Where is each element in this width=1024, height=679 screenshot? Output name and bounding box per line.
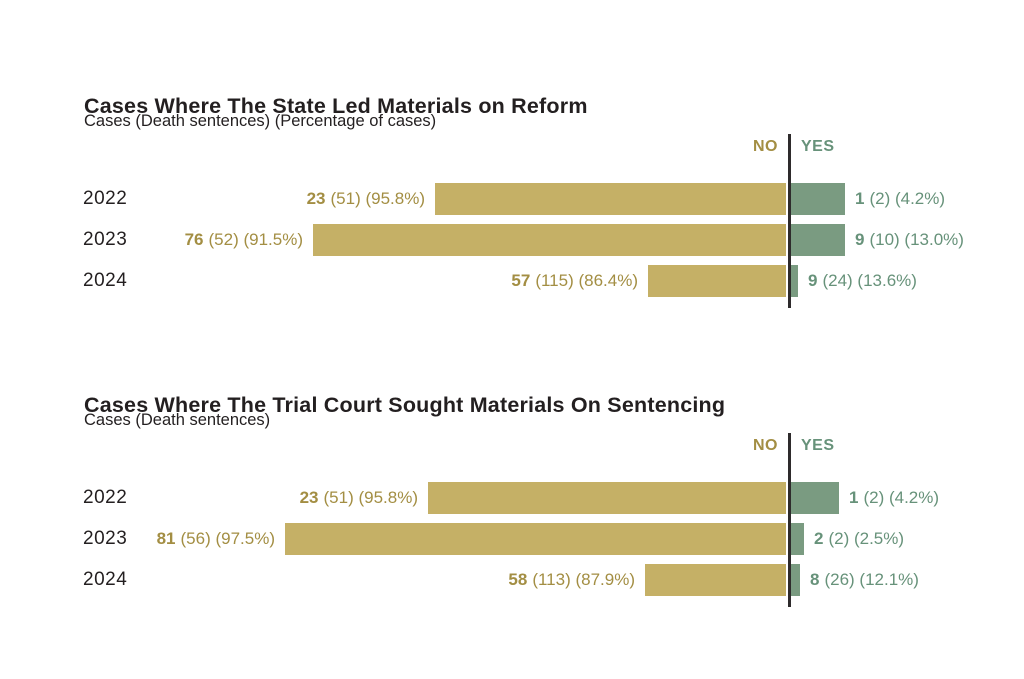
year-label: 2023 (83, 528, 128, 549)
yes-detail-value: (2) (4.2%) (869, 189, 946, 208)
year-label: 2024 (83, 270, 128, 291)
bar-rows: 2022 23 (51) (95.8%) 1 (2) (4.2%) 2023 (0, 482, 1024, 596)
no-cases-value: 23 (299, 488, 319, 507)
no-bar (313, 224, 786, 256)
no-side: 57 (115) (86.4%) (0, 265, 786, 297)
yes-bar (791, 183, 845, 215)
yes-detail-value: (2) (4.2%) (863, 488, 940, 507)
yes-side: 8 (26) (12.1%) (791, 564, 1024, 596)
no-detail-value: (115) (86.4%) (535, 271, 638, 290)
yes-legend-label: YES (801, 437, 835, 454)
bar-rows: 2022 23 (51) (95.8%) 1 (2) (4.2%) 2023 (0, 183, 1024, 297)
yes-cases-value: 2 (814, 529, 824, 548)
yes-bar (791, 564, 800, 596)
no-legend-label: NO (753, 437, 778, 454)
chart-trial-court-sought-materials: Cases Where The Trial Court Sought Mater… (0, 375, 1024, 615)
yes-legend-label: YES (801, 138, 835, 155)
no-value-label: 57 (115) (86.4%) (511, 271, 638, 291)
no-value-label: 23 (51) (95.8%) (307, 189, 425, 209)
yes-side: 2 (2) (2.5%) (791, 523, 1024, 555)
no-bar (285, 523, 786, 555)
yes-value-label: 1 (2) (4.2%) (849, 488, 939, 508)
yes-cases-value: 9 (855, 230, 865, 249)
no-cases-value: 23 (306, 189, 326, 208)
bar-row: 2023 76 (52) (91.5%) 9 (10) (13.0%) (0, 224, 1024, 256)
year-label: 2024 (83, 569, 128, 590)
yes-side: 1 (2) (4.2%) (791, 482, 1024, 514)
no-side: 58 (113) (87.9%) (0, 564, 786, 596)
no-detail-value: (51) (95.8%) (330, 189, 425, 208)
chart-state-led-materials: Cases Where The State Led Materials on R… (0, 76, 1024, 316)
no-value-label: 76 (52) (91.5%) (185, 230, 303, 250)
bar-row: 2022 23 (51) (95.8%) 1 (2) (4.2%) (0, 482, 1024, 514)
no-side: 81 (56) (97.5%) (0, 523, 786, 555)
no-detail-value: (113) (87.9%) (532, 570, 635, 589)
no-cases-value: 57 (511, 271, 531, 290)
bar-row: 2024 58 (113) (87.9%) 8 (26) (12.1%) (0, 564, 1024, 596)
no-bar (428, 482, 786, 514)
no-bar (435, 183, 786, 215)
yes-value-label: 8 (26) (12.1%) (810, 570, 919, 590)
axis-divider-line (788, 134, 791, 308)
no-detail-value: (52) (91.5%) (208, 230, 303, 249)
no-side: 23 (51) (95.8%) (0, 183, 786, 215)
yes-detail-value: (26) (12.1%) (824, 570, 919, 589)
yes-bar (791, 523, 804, 555)
no-value-label: 81 (56) (97.5%) (157, 529, 275, 549)
yes-cases-value: 1 (849, 488, 859, 507)
yes-detail-value: (2) (2.5%) (828, 529, 905, 548)
chart-subtitle: Cases (Death sentences) (84, 411, 271, 429)
yes-value-label: 9 (24) (13.6%) (808, 271, 917, 291)
no-cases-value: 81 (156, 529, 176, 548)
yes-value-label: 9 (10) (13.0%) (855, 230, 964, 250)
no-cases-value: 76 (184, 230, 204, 249)
no-cases-value: 58 (508, 570, 528, 589)
yes-side: 9 (24) (13.6%) (791, 265, 1024, 297)
year-label: 2023 (83, 229, 128, 250)
yes-detail-value: (10) (13.0%) (869, 230, 964, 249)
yes-bar (791, 482, 839, 514)
no-side: 76 (52) (91.5%) (0, 224, 786, 256)
yes-value-label: 1 (2) (4.2%) (855, 189, 945, 209)
yes-cases-value: 1 (855, 189, 865, 208)
chart-title: Cases Where The Trial Court Sought Mater… (84, 392, 726, 417)
no-bar (645, 564, 786, 596)
no-value-label: 58 (113) (87.9%) (508, 570, 635, 590)
year-label: 2022 (83, 487, 128, 508)
yes-cases-value: 8 (810, 570, 820, 589)
no-legend-label: NO (753, 138, 778, 155)
yes-bar (791, 265, 798, 297)
yes-bar (791, 224, 845, 256)
year-label: 2022 (83, 188, 128, 209)
axis-divider-line (788, 433, 791, 607)
bar-row: 2022 23 (51) (95.8%) 1 (2) (4.2%) (0, 183, 1024, 215)
chart-subtitle: Cases (Death sentences) (Percentage of c… (84, 112, 437, 130)
no-detail-value: (56) (97.5%) (180, 529, 275, 548)
yes-side: 1 (2) (4.2%) (791, 183, 1024, 215)
yes-side: 9 (10) (13.0%) (791, 224, 1024, 256)
chart-title: Cases Where The State Led Materials on R… (84, 93, 588, 118)
bar-row: 2024 57 (115) (86.4%) 9 (24) (13.6%) (0, 265, 1024, 297)
no-detail-value: (51) (95.8%) (323, 488, 418, 507)
yes-cases-value: 9 (808, 271, 818, 290)
no-side: 23 (51) (95.8%) (0, 482, 786, 514)
no-value-label: 23 (51) (95.8%) (300, 488, 418, 508)
bar-row: 2023 81 (56) (97.5%) 2 (2) (2.5%) (0, 523, 1024, 555)
yes-detail-value: (24) (13.6%) (822, 271, 917, 290)
no-bar (648, 265, 786, 297)
yes-value-label: 2 (2) (2.5%) (814, 529, 904, 549)
